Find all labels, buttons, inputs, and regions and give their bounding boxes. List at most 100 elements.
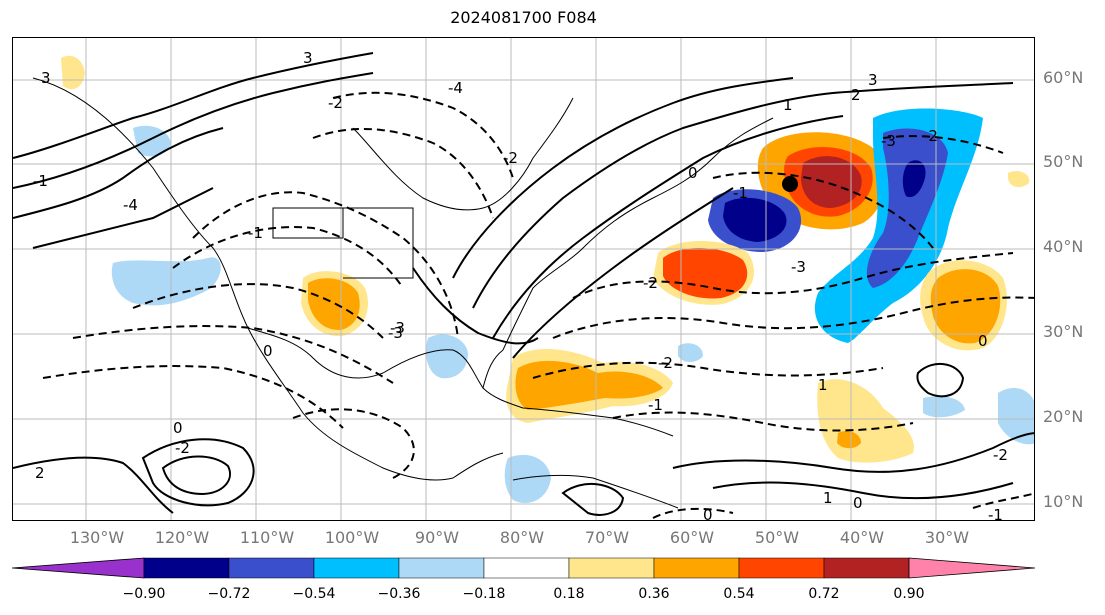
contour-label: -2 — [643, 274, 658, 292]
colorbar-segment — [313, 557, 400, 579]
colorbar-tick-label: −0.18 — [462, 586, 506, 602]
contour-label: 1 — [818, 376, 828, 394]
colorbar-segment — [568, 557, 655, 579]
lon-label-130w: 130°W — [69, 528, 125, 547]
colorbar-tick-label: −0.54 — [292, 586, 336, 602]
contour-label: -3 — [881, 132, 896, 150]
storm-position-marker — [782, 176, 798, 192]
lat-label-60n: 60°N — [1043, 68, 1084, 87]
contour-label: -2 — [175, 439, 190, 457]
contour-label: 3 — [303, 49, 313, 67]
colorbar-tick-label: −0.72 — [207, 586, 251, 602]
colorbar-segment — [143, 557, 230, 579]
shade-cool-bermuda — [678, 343, 703, 362]
anomaly-shading — [61, 55, 1034, 504]
colorbar-segment — [398, 557, 485, 579]
contour-label: -1 — [248, 224, 263, 242]
colorbar-segment — [228, 557, 315, 579]
contour-label: -3 — [388, 324, 403, 342]
colorbar-segment — [738, 557, 825, 579]
lat-label-10n: 10°N — [1043, 492, 1084, 511]
contour-label: -1 — [33, 172, 48, 190]
lon-label-120w: 120°W — [154, 528, 210, 547]
shade-cool-pacific — [111, 257, 221, 306]
contour-label: -2 — [503, 149, 518, 167]
lon-label-50w: 50°W — [754, 528, 800, 547]
contour-label: 0 — [688, 164, 698, 182]
shade-warm-alaska — [61, 55, 85, 90]
lon-label-100w: 100°W — [324, 528, 380, 547]
contour-label: -1 — [648, 396, 663, 414]
shade-hot-60w — [663, 248, 748, 299]
shade-hotter-north-atlantic — [801, 156, 862, 208]
graticule — [13, 38, 1034, 520]
colorbar-segment — [483, 557, 570, 579]
contour-labels: 3 -2 -4 -2 -1 -3 -2 -1 3 2 1 0 -1 -2 -3 … — [33, 49, 1008, 521]
map-title: 2024081700 F084 — [450, 8, 597, 27]
contour-label: 1 — [783, 96, 793, 114]
contour-label: 3 — [868, 71, 878, 89]
contour-label: 0 — [703, 506, 713, 521]
colorbar-extend-right — [908, 557, 1036, 579]
lon-label-80w: 80°W — [499, 528, 545, 547]
map-panel: 3 -2 -4 -2 -1 -3 -2 -1 3 2 1 0 -1 -2 -3 … — [12, 37, 1035, 521]
lon-label-110w: 110°W — [239, 528, 295, 547]
contour-label: 1 — [823, 489, 833, 507]
lon-label-90w: 90°W — [414, 528, 460, 547]
shade-cool-far-east — [998, 388, 1034, 445]
contour-label: -2 — [993, 446, 1008, 464]
colorbar-tick-label: 0.18 — [553, 586, 585, 602]
colorbar-tick-label: 0.72 — [808, 586, 840, 602]
contour-label: -2 — [658, 354, 673, 372]
shade-cool-gulf — [426, 334, 468, 379]
shade-warm-subtropic — [817, 379, 914, 463]
colorbar-tick-label: −0.36 — [377, 586, 421, 602]
shade-cool-east-pacific-south — [504, 454, 551, 504]
contour-label: 0 — [853, 494, 863, 512]
contour-label: -1 — [988, 506, 1003, 521]
solid-contours — [13, 52, 1034, 516]
shade-warmer-subtropic — [837, 431, 861, 449]
contour-label: 3 — [41, 69, 51, 87]
contour-label: 2 — [851, 86, 861, 104]
shade-warmer-mexico — [308, 278, 360, 331]
contour-label: 0 — [263, 342, 273, 360]
colorbar-tick-label: −0.90 — [122, 586, 166, 602]
shade-coldest-central-atlantic — [902, 160, 926, 198]
colorbar — [12, 557, 1036, 579]
colorbar-segments — [12, 557, 1036, 579]
colorbar-tick-label: 0.54 — [723, 586, 755, 602]
contour-label: 0 — [978, 332, 988, 350]
shade-warm-east-small — [1008, 171, 1030, 188]
contour-label: -3 — [390, 319, 405, 337]
contour-label: -3 — [791, 258, 806, 276]
shade-cool-nw-canada — [133, 125, 171, 157]
shade-warmer-east-atlantic — [930, 269, 1001, 344]
lat-label-30n: 30°N — [1043, 322, 1084, 341]
contour-label: -2 — [923, 127, 938, 145]
contour-label: -4 — [448, 79, 463, 97]
contour-label: -4 — [123, 196, 138, 214]
lon-label-60w: 60°W — [669, 528, 715, 547]
contour-label: -2 — [328, 94, 343, 112]
coastlines — [32, 77, 774, 509]
colorbar-tick-label: 0.36 — [638, 586, 670, 602]
lon-label-30w: 30°W — [924, 528, 970, 547]
contour-label: -1 — [733, 184, 748, 202]
map-canvas: 3 -2 -4 -2 -1 -3 -2 -1 3 2 1 0 -1 -2 -3 … — [13, 38, 1034, 521]
colorbar-segment — [653, 557, 740, 579]
shade-cooler-central-atlantic — [866, 128, 948, 288]
lon-label-40w: 40°W — [839, 528, 885, 547]
lat-label-40n: 40°N — [1043, 237, 1084, 256]
colorbar-tick-label: 0.90 — [893, 586, 925, 602]
lat-label-20n: 20°N — [1043, 407, 1084, 426]
lon-label-70w: 70°W — [584, 528, 630, 547]
shade-cool-east — [923, 396, 965, 418]
dashed-contours — [42, 91, 1034, 519]
colorbar-segment — [823, 557, 910, 579]
colorbar-extend-left — [12, 557, 145, 579]
contour-label: 0 — [173, 419, 183, 437]
shade-cold-newfoundland — [723, 197, 787, 242]
lat-label-50n: 50°N — [1043, 152, 1084, 171]
contour-label: 2 — [35, 464, 45, 482]
